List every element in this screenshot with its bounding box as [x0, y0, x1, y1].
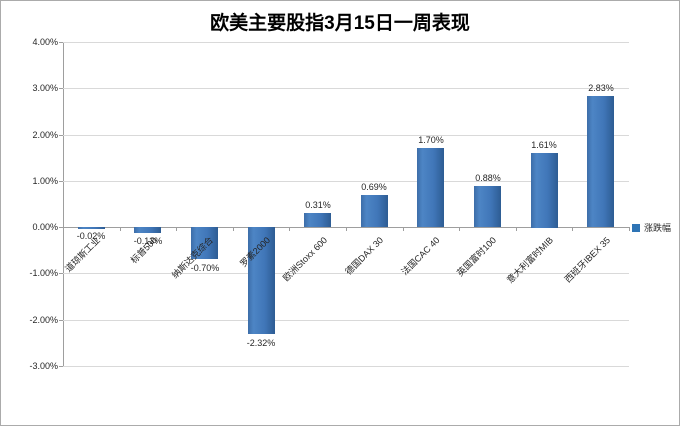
plot-area: -0.02% -0.13% -0.70% -2.32% 0.31% 0.69% 1.70% 0… — [63, 42, 629, 367]
y-axis-label: 1.00% — [32, 176, 58, 186]
y-axis-tick — [59, 320, 63, 321]
bar — [587, 96, 614, 227]
y-axis-tick — [59, 366, 63, 367]
data-label: -0.02% — [76, 231, 106, 241]
x-axis-tick — [289, 227, 290, 231]
gridline — [63, 135, 629, 136]
y-axis-tick — [59, 135, 63, 136]
y-axis-tick — [59, 273, 63, 274]
bar — [78, 227, 105, 229]
y-axis-label: -2.00% — [29, 315, 58, 325]
data-label: 0.88% — [475, 173, 501, 183]
y-axis-label: -3.00% — [29, 361, 58, 371]
x-axis-tick — [572, 227, 573, 231]
data-label: -0.13% — [133, 236, 163, 246]
data-label: 1.61% — [531, 140, 557, 150]
data-label: 1.70% — [418, 135, 444, 145]
y-axis-label: -1.00% — [29, 268, 58, 278]
chart-title: 欧美主要股指3月15日一周表现 — [210, 13, 470, 34]
data-label: -2.32% — [246, 338, 276, 348]
bar — [191, 227, 218, 259]
bar — [248, 227, 275, 334]
gridline — [63, 366, 629, 367]
x-axis-tick — [629, 227, 630, 231]
y-axis-label: 3.00% — [32, 83, 58, 93]
x-axis-tick — [403, 227, 404, 231]
data-label: 0.31% — [305, 200, 331, 210]
x-axis-tick — [63, 227, 64, 231]
x-axis-tick — [346, 227, 347, 231]
y-axis-tick — [59, 181, 63, 182]
data-label: 2.83% — [588, 83, 614, 93]
y-axis-label: 0.00% — [32, 222, 58, 232]
y-axis-line — [63, 42, 64, 367]
y-axis-tick — [59, 88, 63, 89]
x-axis-tick — [176, 227, 177, 231]
bar — [134, 227, 161, 233]
gridline — [63, 273, 629, 274]
bar — [304, 213, 331, 227]
y-axis-label: 2.00% — [32, 130, 58, 140]
gridline — [63, 320, 629, 321]
gridline — [63, 42, 629, 43]
legend: 涨跌幅 — [632, 221, 671, 234]
gridline — [63, 181, 629, 182]
x-axis-tick — [459, 227, 460, 231]
bar — [531, 153, 558, 228]
y-axis-tick — [59, 227, 63, 228]
x-axis-tick — [233, 227, 234, 231]
x-axis-tick — [120, 227, 121, 231]
legend-swatch-icon — [632, 223, 640, 232]
y-axis-label: 4.00% — [32, 37, 58, 47]
bar — [474, 186, 501, 227]
legend-label: 涨跌幅 — [644, 223, 672, 233]
y-axis-tick — [59, 42, 63, 43]
x-axis-tick — [516, 227, 517, 231]
data-label: 0.69% — [361, 182, 387, 192]
data-label: -0.70% — [190, 263, 220, 273]
bar — [361, 195, 388, 227]
bar — [417, 148, 444, 227]
gridline — [63, 88, 629, 89]
